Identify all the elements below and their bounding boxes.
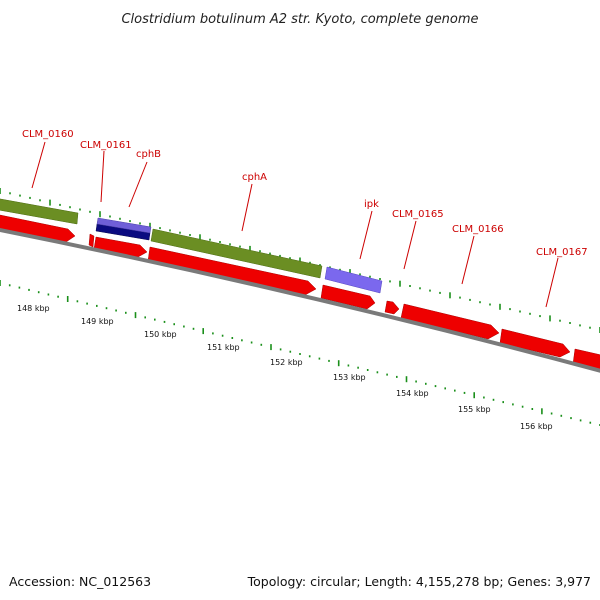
kbp-label: 148 kbp [17, 304, 50, 313]
kbp-label: 156 kbp [520, 422, 553, 431]
gene-track [0, 214, 600, 371]
gene-arrow-0161a [88, 233, 95, 248]
kbp-label: 155 kbp [458, 405, 491, 414]
gene-label-cphb: cphB [136, 149, 161, 160]
map-title: Clostridium botulinum A2 str. Kyoto, com… [121, 12, 478, 27]
leader-line [461, 235, 475, 285]
accession-text: Accession: NC_012563 [9, 574, 151, 589]
gene-labels: CLM_0160 CLM_0161 cphB cphA ipk CLM_0165… [22, 129, 588, 308]
gene-label-clm0165: CLM_0165 [392, 209, 444, 220]
feature-purple-ipk [324, 266, 383, 294]
leader-line [128, 161, 148, 208]
gene-label-clm0166: CLM_0166 [452, 224, 504, 235]
gene-label-ipk: ipk [364, 199, 379, 210]
gene-label-cpha: cphA [242, 172, 267, 183]
gene-arrow-small [384, 300, 400, 315]
leader-line [545, 257, 559, 308]
gene-arrow-0165 [400, 303, 500, 340]
feature-green-0160 [0, 198, 79, 225]
gene-label-clm0160: CLM_0160 [22, 129, 74, 140]
kbp-tick-track [0, 280, 600, 426]
kbp-label: 151 kbp [207, 343, 240, 352]
gene-arrow-0161b [93, 236, 148, 258]
cds-track [0, 198, 383, 294]
kbp-label: 150 kbp [144, 330, 177, 339]
leader-line [241, 183, 253, 232]
kbp-labels: 148 kbp 149 kbp 150 kbp 151 kbp 152 kbp … [17, 304, 553, 431]
kbp-label: 154 kbp [396, 389, 429, 398]
feature-green-cphA [150, 228, 323, 279]
kbp-label: 152 kbp [270, 358, 303, 367]
gene-arrow-cphA [147, 246, 317, 296]
leader-line [403, 220, 417, 270]
kbp-label: 153 kbp [333, 373, 366, 382]
gene-arrow-0166 [499, 328, 571, 358]
gene-arrow-0160 [0, 214, 76, 243]
genome-summary-text: Topology: circular; Length: 4,155,278 bp… [247, 574, 591, 589]
feature-purple-0161 [96, 217, 152, 234]
genome-backbone [0, 227, 600, 373]
leader-line [31, 141, 46, 189]
leader-line [359, 210, 373, 260]
gene-label-clm0161: CLM_0161 [80, 140, 132, 151]
gene-arrow-ipk [320, 284, 376, 310]
kbp-label: 149 kbp [81, 317, 114, 326]
leader-line [100, 150, 105, 203]
gene-label-clm0167: CLM_0167 [536, 247, 588, 258]
upper-tick-track [0, 188, 600, 333]
